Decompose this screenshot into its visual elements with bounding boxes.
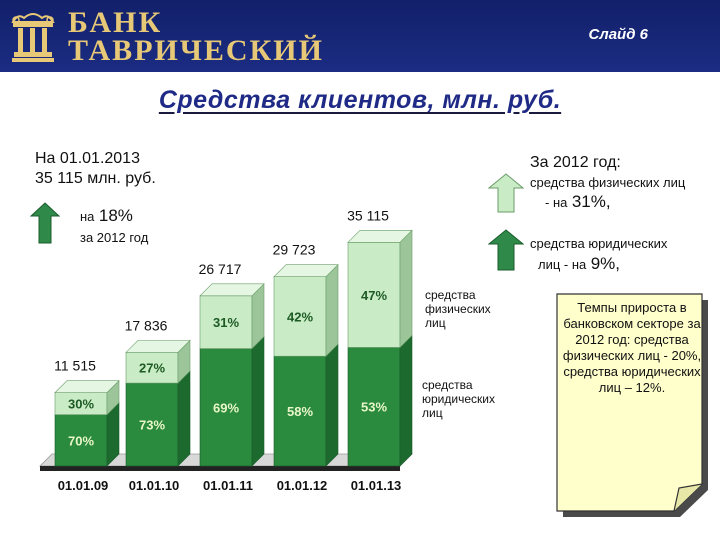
bar-phys-side-01.01.13 — [399, 229, 413, 349]
category-label-01.01.09: 01.01.09 — [58, 478, 109, 493]
phys-growth-value: 31%, — [571, 192, 611, 211]
slide-number: Слайд 6 — [588, 26, 648, 43]
legend-jur-line3: лиц — [422, 406, 443, 420]
date-label: На 01.01.2013 — [35, 150, 140, 167]
phys-growth-prefix: - на — [545, 195, 568, 210]
label-phys-01.01.13: 47% — [361, 288, 387, 303]
label-jur-01.01.09: 70% — [68, 433, 94, 448]
legend-jur-line1: средства — [422, 378, 473, 392]
label-total-01.01.09: 11 515 — [54, 358, 96, 374]
bar-top-01.01.12 — [273, 264, 339, 277]
bar-jur-side-01.01.11 — [251, 335, 265, 467]
jur-growth-prefix: лиц - на — [538, 257, 587, 272]
bank-logo — [11, 13, 55, 62]
jur-growth-line2: лиц - на 9%, — [538, 254, 620, 274]
page-title: Средства клиентов, млн. руб. — [158, 86, 562, 114]
bar-top-01.01.13 — [347, 230, 413, 243]
category-label-01.01.10: 01.01.10 — [129, 478, 180, 493]
bar-jur-01.01.12 — [273, 355, 327, 467]
callout-note — [556, 293, 708, 517]
growth-prefix: на — [80, 209, 95, 224]
bar-phys-01.01.12 — [273, 276, 327, 357]
legend-phys-line3: лиц — [425, 316, 446, 330]
bar-phys-01.01.13 — [347, 242, 401, 348]
category-label-01.01.11: 01.01.11 — [203, 478, 253, 493]
growth-period: за 2012 год — [80, 230, 149, 245]
bar-jur-side-01.01.12 — [325, 343, 339, 467]
jur-arrow-icon — [488, 229, 524, 271]
category-label-01.01.13: 01.01.13 — [351, 478, 402, 493]
label-total-01.01.10: 17 836 — [125, 317, 168, 333]
right-title: За 2012 год: — [530, 154, 621, 171]
bar-top-01.01.09 — [54, 380, 120, 393]
label-jur-01.01.13: 53% — [361, 400, 387, 415]
label-total-01.01.13: 35 115 — [347, 207, 389, 223]
growth-arrow-icon — [30, 202, 60, 244]
growth-value: 18% — [98, 206, 133, 225]
bar-top-01.01.10 — [125, 340, 191, 353]
phys-arrow-icon — [488, 173, 524, 213]
brand-line-2: ТАВРИЧЕСКИЙ — [68, 34, 324, 67]
phys-growth-line2: - на 31%, — [545, 192, 611, 212]
label-phys-01.01.10: 27% — [139, 361, 165, 376]
bar-phys-side-01.01.12 — [325, 263, 339, 357]
legend-phys: средства физических лиц — [425, 288, 491, 330]
bar-phys-01.01.11 — [199, 295, 253, 349]
bar-phys-01.01.10 — [125, 352, 179, 384]
total-amount: 35 115 млн. руб. — [35, 170, 156, 187]
callout-text: Темпы прироста в банковском секторе за 2… — [562, 300, 702, 395]
header-bar: БАНК ТАВРИЧЕСКИЙ Слайд 6 — [0, 0, 720, 72]
brand-line-1: БАНК — [68, 6, 163, 39]
category-label-01.01.12: 01.01.12 — [277, 478, 328, 493]
growth-text: на 18% — [80, 206, 133, 226]
jur-growth-value: 9%, — [590, 254, 621, 273]
label-phys-01.01.11: 31% — [213, 315, 239, 330]
label-phys-01.01.12: 42% — [287, 309, 313, 324]
phys-growth-line1: средства физических лиц — [530, 175, 686, 190]
bar-jur-01.01.11 — [199, 348, 253, 467]
label-phys-01.01.09: 30% — [68, 397, 94, 412]
label-total-01.01.11: 26 717 — [199, 261, 242, 277]
bar-jur-side-01.01.13 — [399, 334, 413, 467]
legend-phys-line2: физических — [425, 302, 491, 316]
label-jur-01.01.12: 58% — [287, 404, 313, 419]
legend-jur: средства юридических лиц — [422, 378, 495, 420]
bar-jur-side-01.01.10 — [177, 370, 191, 467]
legend-phys-line1: средства — [425, 288, 476, 302]
label-total-01.01.12: 29 723 — [273, 242, 316, 258]
bar-jur-01.01.09 — [54, 414, 108, 467]
legend-jur-line2: юридических — [422, 392, 495, 406]
label-jur-01.01.10: 73% — [139, 418, 165, 433]
bar-top-01.01.11 — [199, 283, 265, 297]
jur-growth-line1: средства юридических — [530, 236, 668, 251]
bar-jur-01.01.10 — [125, 382, 179, 467]
label-jur-01.01.11: 69% — [213, 400, 239, 415]
chart-floor-edge — [40, 466, 400, 471]
